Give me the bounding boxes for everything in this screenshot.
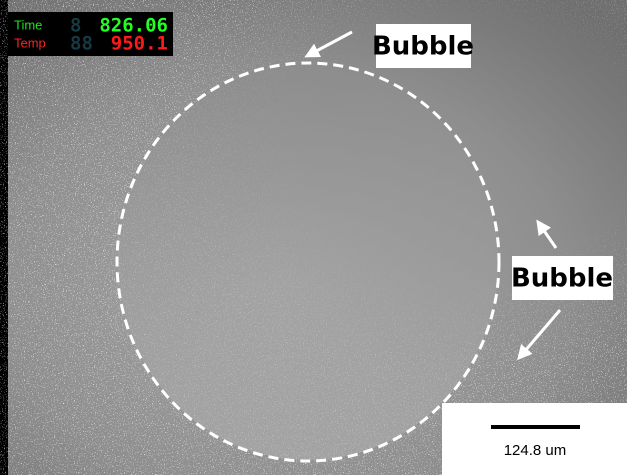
arrow bbox=[536, 219, 558, 249]
scale-bar bbox=[491, 425, 580, 429]
droplet bbox=[118, 64, 498, 460]
time-value: 826.06 bbox=[99, 15, 168, 37]
droplet-outline bbox=[115, 61, 501, 463]
readout-panel bbox=[8, 12, 173, 56]
label-box bbox=[376, 24, 471, 68]
time-label: Time bbox=[14, 17, 42, 32]
unlit-digit: 88 bbox=[70, 33, 93, 55]
bubble-label: Bubble bbox=[372, 32, 474, 62]
scale-bar-box bbox=[442, 403, 627, 475]
arrow bbox=[304, 30, 353, 58]
arrow bbox=[517, 309, 562, 361]
temp-value: 950.1 bbox=[111, 33, 168, 55]
unlit-digit: 8 bbox=[70, 15, 81, 37]
temp-label: Temp bbox=[14, 35, 46, 50]
scale-bar-label: 124.8 um bbox=[504, 442, 567, 459]
label-box bbox=[512, 256, 613, 300]
bubble-label: Bubble bbox=[511, 264, 613, 294]
